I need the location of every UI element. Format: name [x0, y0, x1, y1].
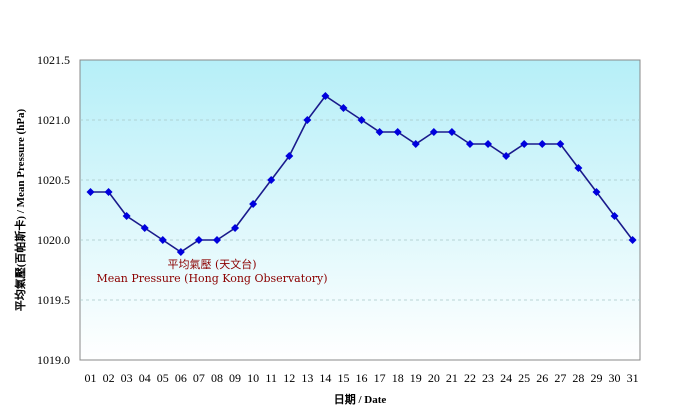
diamond-marker — [86, 188, 95, 196]
diamond-marker — [212, 236, 221, 244]
x-tick-label: 11 — [265, 371, 277, 385]
x-tick-label: 26 — [536, 371, 548, 385]
annotation-chinese: 平均氣壓 (天文台) — [167, 257, 256, 271]
diamond-marker — [375, 128, 384, 136]
x-tick-label: 07 — [193, 371, 205, 385]
diamond-marker — [429, 128, 438, 136]
x-tick-label: 22 — [464, 371, 476, 385]
x-tick-label: 14 — [319, 371, 331, 385]
x-tick-label: 17 — [374, 371, 386, 385]
x-tick-label: 02 — [103, 371, 115, 385]
x-tick-label: 24 — [500, 371, 512, 385]
y-axis-title: 平均氣壓(百帕斯卡) / Mean Pressure (hPa) — [13, 108, 27, 311]
x-tick-label: 23 — [482, 371, 494, 385]
diamond-marker — [321, 92, 330, 100]
diamond-marker — [267, 176, 276, 184]
plot-area — [79, 59, 641, 361]
x-tick-label: 08 — [211, 371, 223, 385]
y-tick-label: 1020.5 — [37, 173, 70, 187]
x-tick-label: 05 — [157, 371, 169, 385]
x-tick-label: 13 — [301, 371, 313, 385]
x-tick-label: 29 — [590, 371, 602, 385]
diamond-marker — [465, 140, 474, 148]
x-tick-label: 16 — [356, 371, 368, 385]
data-point-markers — [86, 92, 637, 256]
diamond-marker — [194, 236, 203, 244]
x-tick-label: 18 — [392, 371, 404, 385]
y-tick-label: 1021.5 — [37, 53, 70, 67]
x-tick-label: 31 — [627, 371, 639, 385]
y-tick-label: 1019.5 — [37, 293, 70, 307]
x-tick-label: 20 — [428, 371, 440, 385]
x-axis-ticks: 01 02 03 04 05 06 07 08 09 10 11 12 13 14 15 16 17 18 19 20… — [85, 371, 639, 385]
x-axis-title: 日期 / Date — [334, 392, 387, 406]
diamond-marker — [140, 224, 149, 232]
diamond-marker — [104, 188, 113, 196]
x-tick-label: 19 — [410, 371, 422, 385]
x-tick-label: 15 — [337, 371, 349, 385]
diamond-marker — [158, 236, 167, 244]
diamond-marker — [122, 212, 131, 220]
diamond-marker — [231, 224, 240, 232]
diamond-marker — [502, 152, 511, 160]
diamond-marker — [628, 236, 637, 244]
y-tick-label: 1021.0 — [37, 113, 70, 127]
x-tick-label: 21 — [446, 371, 458, 385]
x-tick-label: 10 — [247, 371, 259, 385]
annotation-english: Mean Pressure (Hong Kong Observatory) — [96, 272, 327, 285]
y-tick-label: 1019.0 — [37, 353, 70, 367]
x-tick-label: 28 — [572, 371, 584, 385]
diamond-marker — [556, 140, 565, 148]
diamond-marker — [303, 116, 312, 124]
x-tick-label: 25 — [518, 371, 530, 385]
diamond-marker — [393, 128, 402, 136]
diamond-marker — [357, 116, 366, 124]
diamond-marker — [538, 140, 547, 148]
diamond-marker — [411, 140, 420, 148]
x-tick-label: 01 — [85, 371, 97, 385]
y-axis-ticks: 1019.0 1019.5 1020.0 1020.5 1021.0 1021.5 — [37, 53, 70, 367]
diamond-marker — [592, 188, 601, 196]
diamond-marker — [249, 200, 258, 208]
diamond-marker — [484, 140, 493, 148]
x-tick-label: 06 — [175, 371, 187, 385]
x-tick-label: 30 — [609, 371, 621, 385]
y-tick-label: 1020.0 — [37, 233, 70, 247]
x-tick-label: 04 — [139, 371, 151, 385]
diamond-marker — [574, 164, 583, 172]
diamond-marker — [610, 212, 619, 220]
x-tick-label: 03 — [121, 371, 133, 385]
diamond-marker — [285, 152, 294, 160]
diamond-marker — [176, 248, 185, 256]
diamond-marker — [520, 140, 529, 148]
x-tick-label: 27 — [554, 371, 566, 385]
diamond-marker — [447, 128, 456, 136]
diamond-marker — [339, 104, 348, 112]
x-tick-label: 12 — [283, 371, 295, 385]
x-tick-label: 09 — [229, 371, 241, 385]
